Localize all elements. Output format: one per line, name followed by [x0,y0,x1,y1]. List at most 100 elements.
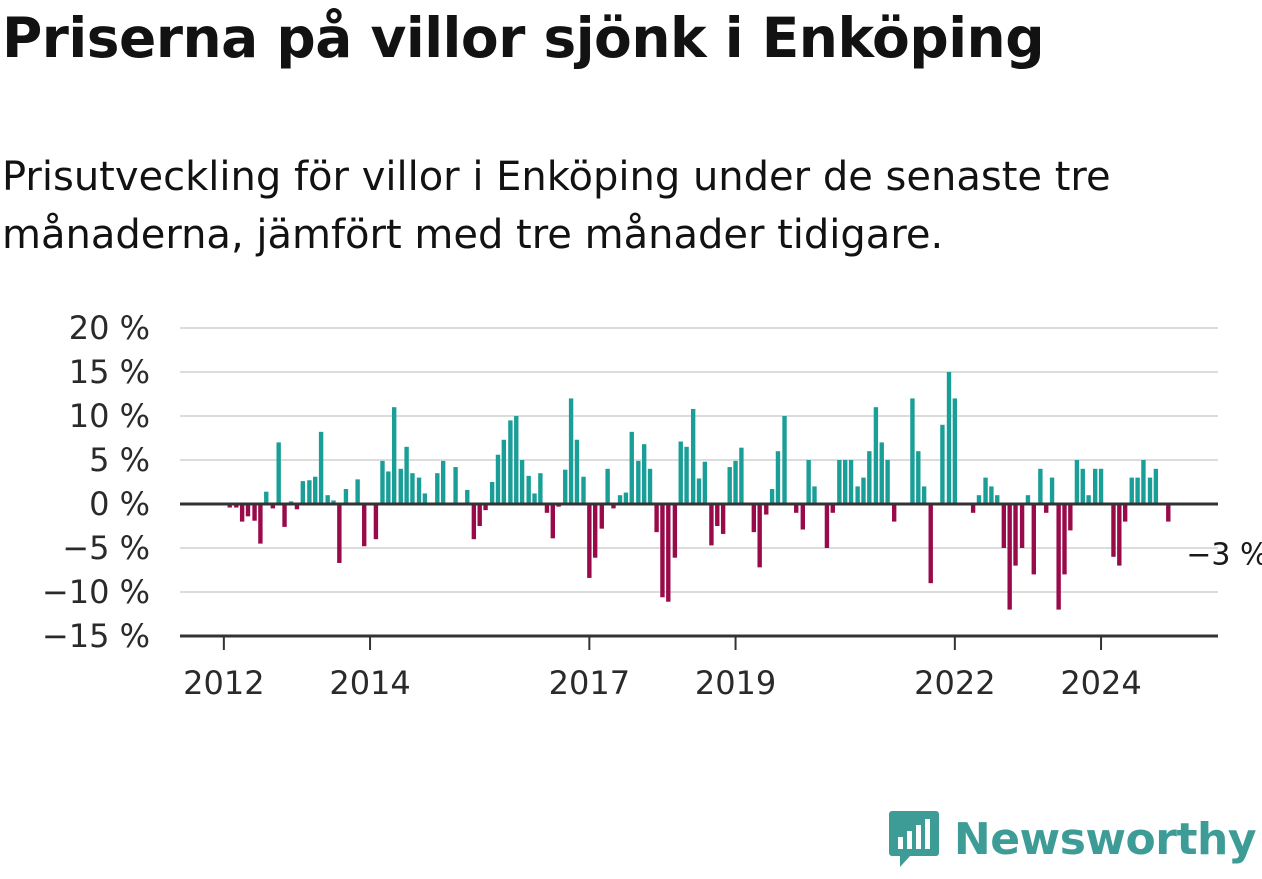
bar [1093,468,1098,504]
y-tick-label: 15 % [69,353,150,391]
bar [532,493,537,504]
bar [239,504,245,522]
bar [775,451,781,504]
x-tick-label: 2014 [329,664,410,702]
bar [318,431,324,504]
bar [794,504,799,513]
bar [501,439,507,504]
bar [343,489,349,504]
bar [489,482,495,504]
bar [410,473,415,504]
bar [629,431,634,504]
bar [891,504,897,522]
bar [1068,504,1073,531]
bar [519,460,525,504]
bar [380,460,385,504]
bar [812,486,817,504]
bar [843,460,848,504]
bar [757,504,762,568]
bar [715,504,720,526]
bar-chart: 20 %15 %10 %5 %0 %−5 %−10 %−15 % 2012 201… [42,309,1262,702]
y-tick-label: −5 % [62,529,150,567]
bar [946,372,952,504]
bar [1122,504,1128,522]
bar [641,444,647,504]
bar [495,454,501,504]
bar [422,493,428,504]
bar [611,504,616,509]
bar [989,486,994,504]
bar [702,461,708,504]
bar [1007,504,1012,610]
bar [1074,460,1080,504]
bar [563,469,568,504]
bar [873,407,879,504]
x-tick-label: 2017 [549,664,630,702]
bar [1117,504,1122,566]
bar [928,504,933,584]
bar [508,420,513,504]
bar [806,460,811,504]
bar [471,504,477,540]
bar [227,504,232,508]
bar [1049,477,1055,504]
y-axis-ticks: 20 % 15 % 10 % 5 % 0 % −5 % −10 % −15 % [42,309,150,655]
bar [636,460,641,504]
bar [1062,504,1067,575]
x-tick-label: 2024 [1060,664,1141,702]
bar [617,495,623,504]
bar [465,489,470,504]
bar [1086,495,1091,504]
bar [666,504,671,602]
bar [1001,504,1007,548]
bar [1141,460,1146,504]
y-tick-label: −15 % [42,617,150,655]
bar [848,460,854,504]
bar [1013,504,1018,566]
y-tick-label: 5 % [89,441,150,479]
bar [690,408,696,504]
y-tick-label: 10 % [69,397,150,435]
bar [245,504,251,517]
bar [1166,504,1171,522]
bar [252,504,257,521]
bar [435,473,440,504]
bar [733,460,738,504]
newsworthy-logo-icon [888,811,939,867]
bar [544,504,550,513]
bar [526,475,531,504]
bar [373,504,379,540]
bar [970,504,976,513]
bar [709,504,714,546]
bar [294,504,300,510]
bar [1153,468,1159,504]
bar [1056,504,1061,610]
last-value-annotation: −3 % [1186,537,1262,572]
bar [258,504,263,544]
bar [593,504,598,558]
newsworthy-brand: Newsworthy [888,809,1257,869]
bars [227,372,1171,610]
grid-lines [180,327,1218,593]
bar [916,451,921,504]
bar [307,480,312,504]
bar [599,504,604,529]
bar [940,424,945,504]
bar [1031,504,1036,575]
bar [440,460,446,504]
bar [830,504,835,513]
brand-name: Newsworthy [953,813,1257,865]
bar [739,447,744,504]
bar [300,481,305,504]
bar [696,478,702,504]
bar [983,477,988,504]
bar [855,486,860,504]
bar [538,473,543,504]
bar [362,504,367,547]
bar [587,504,592,578]
bar [800,504,805,530]
bar [678,441,683,504]
bar [483,504,488,511]
bar [837,460,842,504]
bar [264,491,269,504]
